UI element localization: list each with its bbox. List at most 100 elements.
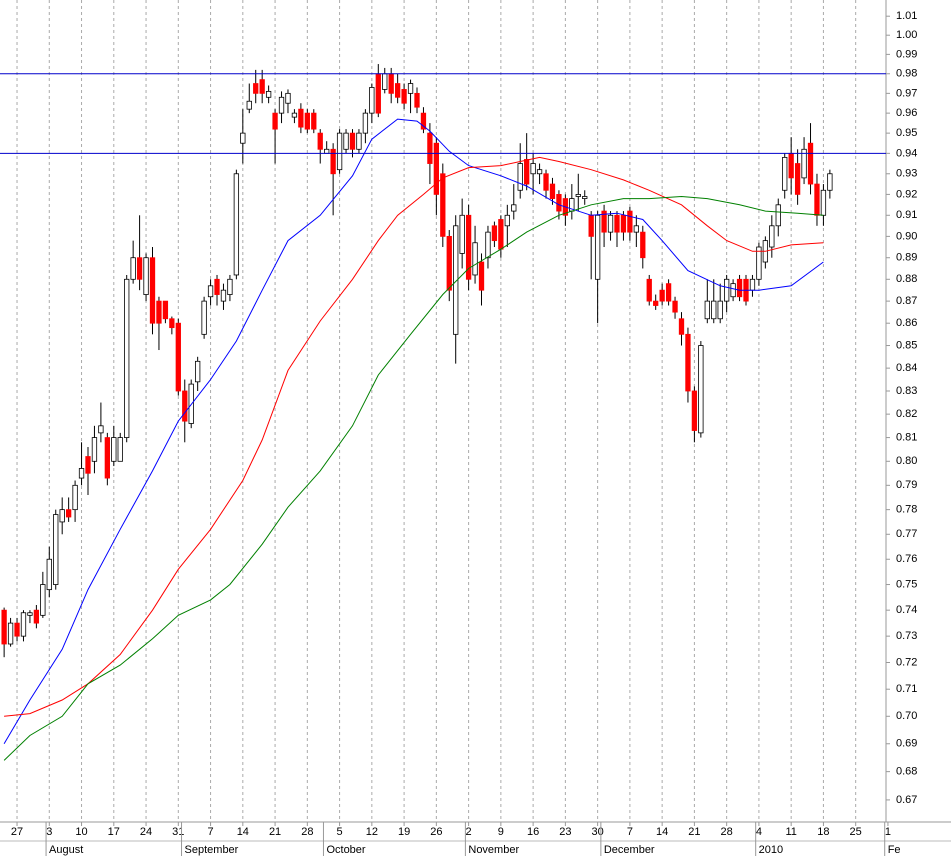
candle-body: [195, 360, 201, 383]
candle-body: [182, 390, 188, 422]
x-tick-label: 12: [366, 826, 378, 838]
candle-body: [227, 278, 233, 295]
candle-body: [53, 514, 59, 585]
candle-body: [801, 148, 807, 179]
candle-body: [453, 225, 459, 335]
x-tick-label: 25: [850, 826, 862, 838]
x-tick-label: 23: [559, 826, 571, 838]
candle-body: [440, 173, 446, 237]
y-tick-label: 1.01: [896, 10, 917, 22]
candle-body: [730, 283, 736, 298]
candle-body: [807, 142, 814, 185]
candle-body: [485, 231, 491, 259]
x-tick-label: 7: [208, 826, 214, 838]
month-label: September: [185, 844, 239, 856]
candle-body: [524, 159, 530, 185]
candle-body: [827, 173, 833, 191]
candle-body: [465, 214, 472, 280]
candle-body: [7, 622, 14, 645]
y-tick-label: 0.76: [896, 553, 917, 565]
candle-body: [711, 300, 717, 320]
candle-body: [130, 257, 136, 280]
candle-body: [459, 214, 465, 254]
candle-body: [472, 242, 478, 276]
y-tick-label: 0.97: [896, 87, 917, 99]
candle-body: [14, 622, 20, 637]
x-tick-label: 5: [337, 826, 343, 838]
month-label: December: [604, 844, 655, 856]
y-tick-label: 0.68: [896, 766, 917, 778]
candle-body: [343, 132, 349, 150]
candle-body: [517, 163, 523, 191]
candle-body: [717, 300, 723, 320]
y-tick-label: 0.96: [896, 107, 917, 119]
x-tick-label: 16: [527, 826, 539, 838]
candle-body: [788, 152, 794, 179]
candle-body: [640, 231, 646, 259]
candle-body: [491, 225, 498, 242]
month-label: November: [468, 844, 519, 856]
x-tick-label: 21: [688, 826, 700, 838]
x-tick-label: 4: [756, 826, 762, 838]
x-tick-label: 31: [172, 826, 184, 838]
x-tick-label: 26: [430, 826, 442, 838]
y-tick-label: 0.75: [896, 578, 917, 590]
candle-body: [272, 112, 278, 130]
y-tick-label: 0.80: [896, 455, 917, 467]
candle-body: [433, 142, 440, 195]
candle-body: [659, 289, 665, 302]
y-tick-label: 0.93: [896, 168, 917, 180]
candle-body: [291, 112, 298, 118]
candle-body: [369, 87, 375, 114]
x-tick-label: 14: [656, 826, 668, 838]
candle-body: [117, 437, 123, 462]
candle-body: [220, 289, 227, 302]
candle-body: [782, 157, 788, 191]
candle-body: [614, 214, 620, 233]
candle-body: [46, 558, 52, 591]
candle-body: [820, 189, 827, 216]
candle-body: [91, 437, 98, 462]
candle-body: [704, 300, 710, 320]
y-tick-label: 0.71: [896, 683, 917, 695]
candle-body: [124, 278, 130, 438]
candle-body: [330, 148, 336, 175]
candle-body: [769, 225, 775, 248]
y-tick-label: 0.98: [896, 68, 917, 80]
y-tick-label: 0.92: [896, 188, 917, 200]
candle-body: [65, 509, 72, 518]
y-tick-label: 0.86: [896, 317, 917, 329]
candle-body: [633, 225, 639, 233]
candle-body: [149, 257, 156, 324]
candle-body: [691, 390, 698, 431]
candle-body: [20, 612, 27, 637]
candle-body: [111, 437, 117, 462]
candle-body: [156, 300, 162, 324]
y-tick-label: 0.74: [896, 604, 917, 616]
x-tick-label: 14: [237, 826, 249, 838]
x-tick-label: 19: [398, 826, 410, 838]
y-tick-label: 0.99: [896, 48, 917, 60]
y-tick-label: 0.69: [896, 738, 917, 750]
y-tick-label: 0.94: [896, 147, 917, 159]
candle-body: [27, 612, 33, 616]
month-label: Fe: [888, 844, 901, 856]
candle-body: [627, 210, 633, 233]
candle-body: [85, 456, 91, 474]
x-tick-label: 3: [46, 826, 52, 838]
candle-body: [678, 318, 685, 335]
candle-body: [362, 112, 369, 134]
candle-body: [33, 609, 40, 624]
candle-body: [1, 609, 7, 645]
candle-body: [304, 112, 310, 130]
candle-body: [253, 83, 259, 94]
candle-body: [278, 96, 285, 114]
candle-body: [736, 278, 743, 298]
candle-body: [504, 214, 510, 227]
x-tick-label: 7: [627, 826, 633, 838]
candle-body: [136, 257, 143, 280]
average-line: [3, 195, 824, 761]
x-tick-label: 2: [466, 826, 472, 838]
month-label: 2010: [759, 844, 783, 856]
